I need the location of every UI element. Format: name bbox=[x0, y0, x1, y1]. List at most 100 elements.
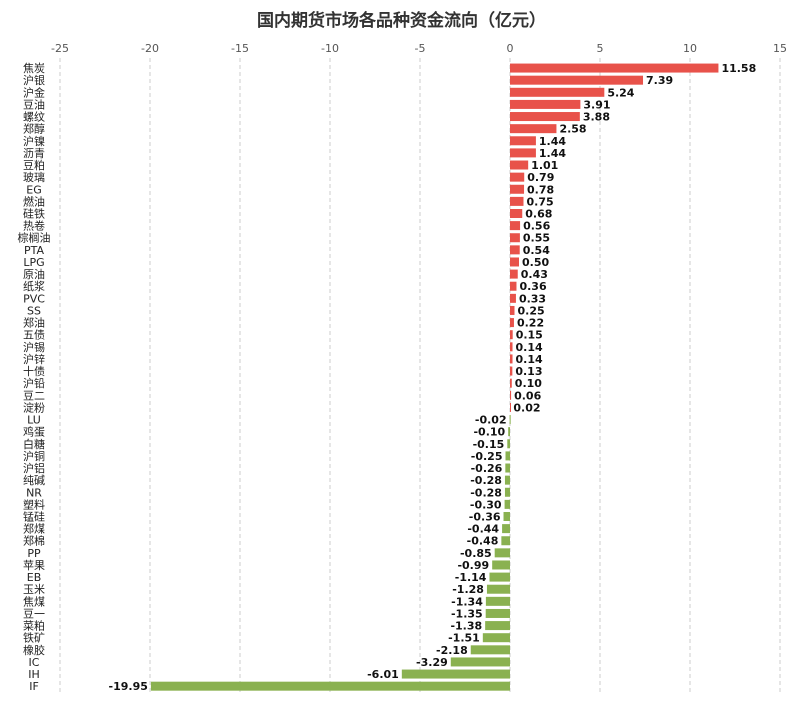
category-label: 郑棉 bbox=[23, 534, 45, 548]
category-label: 豆粕 bbox=[23, 158, 45, 172]
bar bbox=[510, 378, 512, 388]
category-label: 郑煤 bbox=[23, 522, 45, 536]
bar bbox=[510, 293, 516, 303]
category-label: 沪铝 bbox=[23, 461, 45, 475]
bar bbox=[510, 366, 513, 376]
bar bbox=[510, 196, 524, 206]
bar bbox=[509, 415, 511, 425]
category-label: 豆油 bbox=[23, 97, 45, 111]
bar bbox=[510, 354, 513, 364]
data-label: 2.58 bbox=[559, 123, 586, 136]
bar bbox=[510, 390, 512, 400]
data-label: 0.54 bbox=[523, 244, 550, 257]
bar bbox=[401, 669, 510, 679]
category-label: IF bbox=[29, 680, 39, 693]
bar bbox=[482, 633, 510, 643]
bar bbox=[485, 596, 510, 606]
data-label: -0.99 bbox=[457, 559, 489, 572]
data-label: -0.44 bbox=[467, 523, 499, 536]
bar bbox=[505, 463, 510, 473]
category-label: 豆一 bbox=[23, 607, 45, 620]
data-label: 0.55 bbox=[523, 232, 550, 245]
category-label: 焦煤 bbox=[23, 595, 45, 608]
data-label: 1.01 bbox=[531, 159, 558, 172]
bar bbox=[504, 475, 510, 485]
value-labels: 11.587.395.243.913.882.581.441.441.010.7… bbox=[109, 62, 757, 693]
category-label: 焦炭 bbox=[23, 62, 45, 75]
data-label: -1.51 bbox=[448, 632, 480, 645]
bar bbox=[510, 221, 521, 231]
category-label: 纯碱 bbox=[23, 474, 45, 487]
data-label: 0.14 bbox=[516, 341, 543, 354]
category-label: 淀粉 bbox=[23, 400, 45, 414]
bar bbox=[510, 233, 520, 243]
category-label: 沪银 bbox=[23, 73, 45, 87]
grid-layer bbox=[59, 58, 781, 694]
bar bbox=[510, 184, 525, 194]
category-label: NR bbox=[26, 486, 42, 499]
bar bbox=[510, 330, 513, 340]
category-axis: 焦炭沪银沪金豆油螺纹郑醇沪镍沥青豆粕玻璃EG燃油硅铁热卷棕榈油PTALPG原油纸… bbox=[18, 62, 51, 693]
bar bbox=[485, 608, 510, 618]
category-label: 硅铁 bbox=[23, 208, 45, 221]
category-label: IH bbox=[28, 668, 40, 681]
data-label: 5.24 bbox=[607, 86, 634, 99]
data-label: 0.15 bbox=[516, 329, 543, 342]
category-label: 棕榈油 bbox=[18, 231, 51, 245]
bar bbox=[510, 63, 719, 73]
bar bbox=[510, 269, 518, 279]
data-label: 0.50 bbox=[522, 256, 549, 269]
bar bbox=[504, 499, 510, 509]
x-tick-label: 5 bbox=[597, 42, 604, 55]
category-label: 燃油 bbox=[23, 194, 45, 208]
bar bbox=[510, 245, 520, 255]
data-label: 0.56 bbox=[523, 220, 550, 233]
category-label: EB bbox=[27, 571, 42, 584]
data-label: 1.44 bbox=[539, 135, 566, 148]
bar bbox=[510, 75, 644, 85]
data-label: 0.25 bbox=[518, 304, 545, 317]
chart-title: 国内期货市场各品种资金流向（亿元） bbox=[257, 11, 546, 31]
data-label: 0.33 bbox=[519, 292, 546, 305]
bar bbox=[510, 342, 513, 352]
category-label: IC bbox=[29, 656, 40, 669]
data-label: 0.75 bbox=[527, 195, 554, 208]
x-tick-label: 0 bbox=[507, 42, 514, 55]
category-label: 沪锌 bbox=[23, 352, 45, 366]
bar bbox=[510, 87, 605, 97]
category-label: PTA bbox=[24, 244, 44, 257]
data-label: -6.01 bbox=[367, 668, 399, 681]
category-label: LPG bbox=[23, 256, 44, 269]
bar bbox=[510, 99, 581, 109]
data-label: -0.02 bbox=[475, 414, 507, 427]
category-label: 鸡蛋 bbox=[23, 425, 45, 439]
bar bbox=[502, 524, 510, 534]
bar bbox=[510, 172, 525, 182]
x-tick-label: 10 bbox=[683, 42, 697, 55]
bar bbox=[486, 584, 510, 594]
data-label: 0.79 bbox=[527, 171, 554, 184]
x-tick-label: -5 bbox=[415, 42, 426, 55]
bar bbox=[510, 257, 519, 267]
x-tick-label: -10 bbox=[321, 42, 339, 55]
bar bbox=[489, 572, 510, 582]
bar bbox=[508, 427, 510, 437]
bar-series bbox=[150, 63, 719, 691]
bar bbox=[510, 281, 517, 291]
bar bbox=[510, 318, 514, 328]
category-label: 郑醇 bbox=[23, 122, 45, 136]
data-label: -19.95 bbox=[109, 680, 148, 693]
x-tick-label: 15 bbox=[773, 42, 787, 55]
x-axis: -25 -20 -15 -10 -5 0 5 10 15 bbox=[51, 42, 787, 55]
data-label: 3.91 bbox=[583, 98, 610, 111]
x-tick-label: -15 bbox=[231, 42, 249, 55]
data-label: -2.18 bbox=[436, 644, 468, 657]
category-label: 螺纹 bbox=[23, 110, 45, 124]
category-label: 玉米 bbox=[23, 583, 45, 596]
data-label: 0.14 bbox=[516, 353, 543, 366]
data-label: -1.38 bbox=[450, 620, 482, 633]
category-label: EG bbox=[26, 183, 41, 196]
data-label: 0.13 bbox=[515, 365, 542, 378]
data-label: -0.25 bbox=[471, 450, 503, 463]
